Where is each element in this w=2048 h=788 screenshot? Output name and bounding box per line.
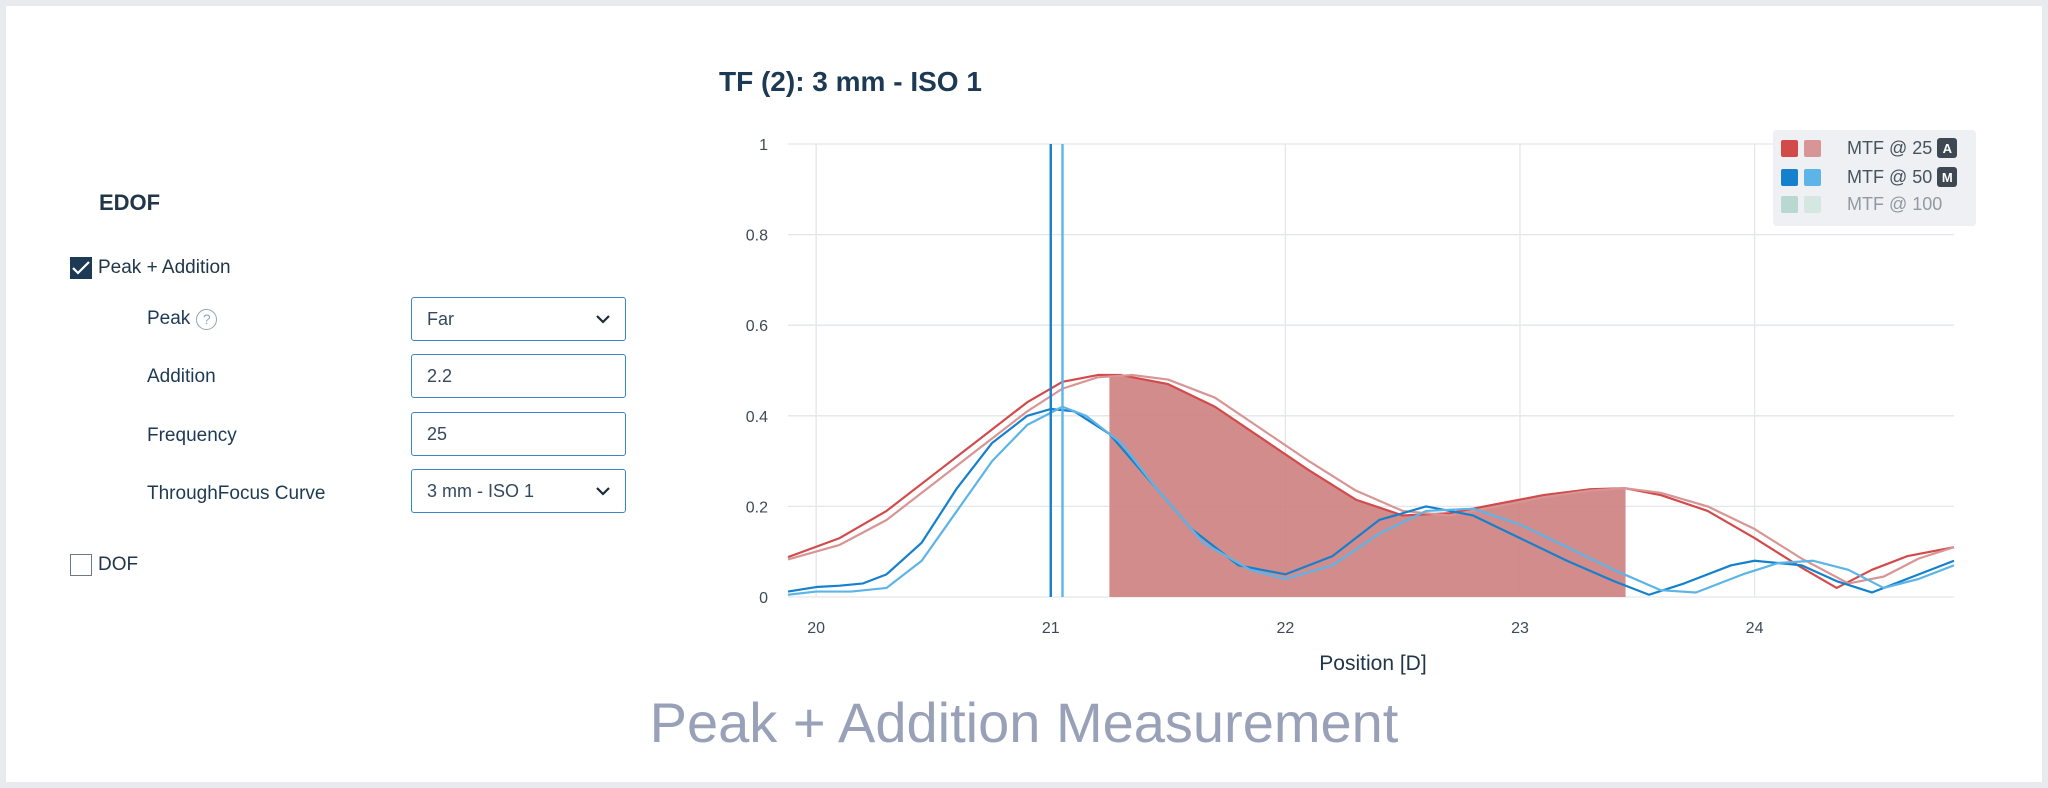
y-tick-label: 0.8 xyxy=(746,228,768,245)
peak-addition-label: Peak + Addition xyxy=(98,257,231,278)
y-tick-label: 1 xyxy=(759,137,768,154)
legend-swatch xyxy=(1781,195,1798,213)
tick-group: 0 0.2 0.4 0.6 0.8 1 20 21 22 23 24 xyxy=(746,137,1764,637)
y-tick-label: 0.2 xyxy=(746,499,768,516)
curve-select[interactable]: 3 mm - ISO 1 xyxy=(411,469,626,513)
check-icon xyxy=(72,261,90,275)
x-axis-label: Position [D] xyxy=(1319,652,1426,675)
x-tick-label: 21 xyxy=(1042,620,1060,637)
peak-label-row: Peak ? xyxy=(147,308,218,330)
dof-label: DOF xyxy=(98,554,139,575)
legend-item-mtf-50[interactable]: MTF @ 50 M xyxy=(1781,165,1958,189)
peak-label: Peak xyxy=(147,308,191,329)
legend-label: MTF @ 25 xyxy=(1847,137,1933,158)
y-tick-label: 0 xyxy=(759,590,768,607)
legend-swatch xyxy=(1781,168,1798,186)
x-tick-label: 24 xyxy=(1746,620,1764,637)
series-line[interactable] xyxy=(787,407,1955,596)
series-line[interactable] xyxy=(787,373,1955,585)
chart-legend: MTF @ 25 A MTF @ 50 M MTF @ 100 xyxy=(1773,130,1976,226)
x-tick-label: 22 xyxy=(1276,620,1294,637)
x-tick-label: 23 xyxy=(1511,620,1529,637)
caption: Peak + Addition Measurement xyxy=(649,691,1399,754)
frequency-label: Frequency xyxy=(147,425,237,446)
legend-label: MTF @ 100 xyxy=(1847,193,1943,214)
peak-addition-checkbox[interactable] xyxy=(70,257,92,279)
help-icon[interactable]: ? xyxy=(196,308,218,330)
shaded-region-group xyxy=(1109,375,1626,597)
curve-label: ThroughFocus Curve xyxy=(147,483,326,504)
x-tick-label: 20 xyxy=(807,620,825,637)
legend-badge: M xyxy=(1937,167,1958,187)
legend-badge: A xyxy=(1937,138,1958,158)
series-line[interactable] xyxy=(787,373,1955,590)
dof-checkbox-row[interactable]: DOF xyxy=(70,554,138,576)
legend-item-mtf-25[interactable]: MTF @ 25 A xyxy=(1781,136,1958,160)
chevron-down-icon xyxy=(596,314,610,324)
peak-addition-checkbox-row[interactable]: Peak + Addition xyxy=(70,257,231,279)
dof-checkbox[interactable] xyxy=(70,554,92,576)
chevron-down-icon xyxy=(596,486,610,496)
y-tick-label: 0.4 xyxy=(746,409,768,426)
addition-label: Addition xyxy=(147,366,216,387)
section-title: EDOF xyxy=(99,190,161,215)
app-frame xyxy=(6,6,2042,782)
peak-select[interactable]: Far xyxy=(411,297,626,341)
legend-swatch xyxy=(1781,139,1798,157)
addition-input[interactable]: 2.2 xyxy=(411,354,626,398)
y-tick-label: 0.6 xyxy=(746,318,768,335)
curve-select-value: 3 mm - ISO 1 xyxy=(427,480,535,501)
marker-group xyxy=(1049,144,1064,597)
legend-swatch xyxy=(1804,168,1821,186)
legend-item-mtf-100[interactable]: MTF @ 100 xyxy=(1781,192,1942,216)
addition-input-value: 2.2 xyxy=(427,365,453,386)
frequency-input-value: 25 xyxy=(427,423,448,444)
series-group xyxy=(787,373,1955,596)
legend-swatch xyxy=(1804,139,1821,157)
peak-select-value: Far xyxy=(427,308,454,329)
chart-title: TF (2): 3 mm - ISO 1 xyxy=(719,66,982,97)
series-line[interactable] xyxy=(787,405,1955,596)
frequency-input[interactable]: 25 xyxy=(411,412,626,456)
legend-swatch xyxy=(1804,195,1821,213)
shaded-area xyxy=(1109,375,1626,597)
legend-label: MTF @ 50 xyxy=(1847,166,1933,187)
